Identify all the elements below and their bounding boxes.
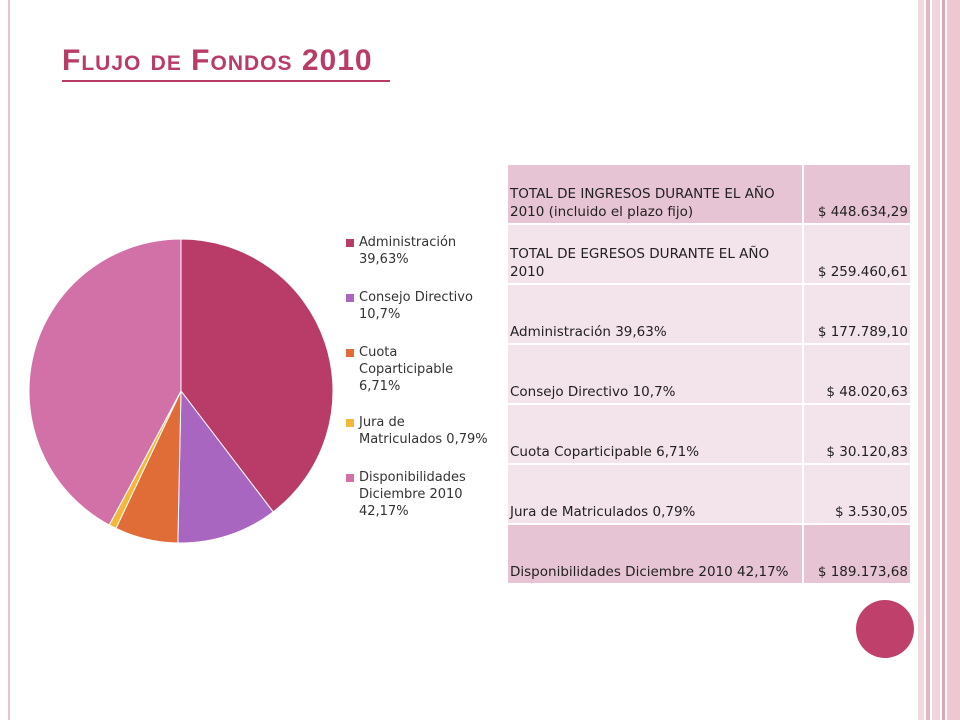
legend-label: Jura de	[359, 415, 405, 430]
table-cell-value: $ 3.530,05	[835, 504, 908, 520]
pie-slice-disponibilidades	[28, 238, 182, 526]
legend-item-consejo-directivo: Consejo Directivo 10,7%	[346, 289, 506, 323]
table-row-jura-matriculados: Jura de Matriculados 0,79% $ 3.530,05	[508, 465, 910, 525]
right-frame-stripes	[918, 0, 960, 720]
page-title: Flujo de Fondos 2010	[62, 44, 373, 77]
table-cell-label: Cuota Coparticipable 6,71%	[508, 405, 804, 463]
legend-swatch	[346, 419, 354, 427]
table-cell-label: TOTAL DE INGRESOS DURANTE EL AÑO 2010 (i…	[508, 165, 804, 223]
table-cell-label: TOTAL DE EGRESOS DURANTE EL AÑO 2010	[508, 225, 804, 283]
legend-swatch	[346, 239, 354, 247]
legend-label-line2: Coparticipable	[359, 362, 454, 377]
legend-swatch	[346, 294, 354, 302]
table-cell-value: $ 189.173,68	[817, 564, 908, 580]
pie-slice-consejo-directivo	[177, 389, 274, 544]
table-row-ingresos: TOTAL DE INGRESOS DURANTE EL AÑO 2010 (i…	[508, 165, 910, 225]
table-row-administracion: Administración 39,63% $ 177.789,10	[508, 285, 910, 345]
legend-swatch	[346, 349, 354, 357]
table-row-consejo-directivo: Consejo Directivo 10,7% $ 48.020,63	[508, 345, 910, 405]
legend-label: Administración	[359, 235, 457, 250]
legend-label: Disponibilidades	[359, 470, 466, 485]
table-row-egresos: TOTAL DE EGRESOS DURANTE EL AÑO 2010 $ 2…	[508, 225, 910, 285]
table-cell-value: $ 177.789,10	[817, 324, 908, 340]
funds-table: TOTAL DE INGRESOS DURANTE EL AÑO 2010 (i…	[508, 165, 910, 585]
table-cell-label: Consejo Directivo 10,7%	[508, 345, 804, 403]
table-cell-value: $ 259.460,61	[817, 264, 908, 280]
legend-item-administracion: Administración 39,63%	[346, 234, 506, 268]
table-cell-label: Administración 39,63%	[508, 285, 804, 343]
legend-label-line2: Diciembre 2010	[359, 487, 463, 502]
legend-value: 42,17%	[359, 504, 409, 519]
legend-label: Cuota	[359, 345, 398, 360]
legend-swatch	[346, 474, 354, 482]
legend-value: 6,71%	[359, 379, 401, 394]
table-cell-value: $ 448.634,29	[817, 204, 908, 220]
table-cell-label: Jura de Matriculados 0,79%	[508, 465, 804, 523]
legend-value: 10,7%	[359, 307, 401, 322]
title-underline	[62, 80, 390, 82]
pie-slice-administracion	[180, 238, 334, 513]
legend-label: Consejo Directivo	[359, 290, 473, 305]
pie-chart	[28, 238, 334, 544]
table-cell-label: Disponibilidades Diciembre 2010 42,17%	[508, 525, 804, 583]
chart-legend: Administración 39,63% Consejo Directivo …	[346, 234, 506, 520]
table-row-disponibilidades: Disponibilidades Diciembre 2010 42,17% $…	[508, 525, 910, 585]
decorative-circle	[856, 600, 914, 658]
table-cell-value: $ 30.120,83	[826, 444, 908, 460]
table-cell-value: $ 48.020,63	[826, 384, 908, 400]
left-frame-border	[0, 0, 10, 720]
legend-item-disponibilidades: Disponibilidades Diciembre 2010 42,17%	[346, 469, 506, 520]
legend-item-cuota-coparticipable: Cuota Coparticipable 6,71%	[346, 344, 506, 395]
table-row-cuota-coparticipable: Cuota Coparticipable 6,71% $ 30.120,83	[508, 405, 910, 465]
legend-value: 39,63%	[359, 252, 409, 267]
legend-value: Matriculados 0,79%	[359, 432, 488, 447]
legend-item-jura-matriculados: Jura de Matriculados 0,79%	[346, 414, 506, 448]
